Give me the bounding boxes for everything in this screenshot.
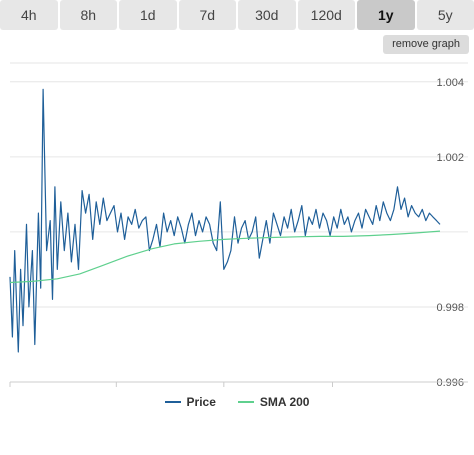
tab-5y[interactable]: 5y [416,0,474,30]
tab-8h[interactable]: 8h [59,0,117,30]
legend-label-price: Price [186,395,216,409]
remove-graph-button[interactable]: remove graph [383,35,469,54]
sma-series-line [9,230,441,284]
tab-1y[interactable]: 1y [357,0,415,30]
chart-legend: Price SMA 200 [0,392,474,412]
tab-120d[interactable]: 120d [297,0,355,30]
tab-7d[interactable]: 7d [178,0,236,30]
legend-item-sma[interactable]: SMA 200 [237,395,310,409]
legend-label-sma: SMA 200 [259,395,310,409]
y-tick-label: 0.996 [436,377,464,389]
tab-1d[interactable]: 1d [119,0,177,30]
legend-item-price[interactable]: Price [164,395,216,409]
y-tick-label: 1.004 [436,77,464,89]
legend-swatch-sma [237,401,254,403]
y-tick-label: 1.002 [436,152,464,164]
legend-swatch-price [164,401,181,403]
tab-4h[interactable]: 4h [0,0,58,30]
timeframe-tabs: 4h 8h 1d 7d 30d 120d 1y 5y [0,0,474,30]
y-tick-label: 0.998 [436,302,464,314]
tab-30d[interactable]: 30d [238,0,296,30]
price-series-line [9,88,441,353]
